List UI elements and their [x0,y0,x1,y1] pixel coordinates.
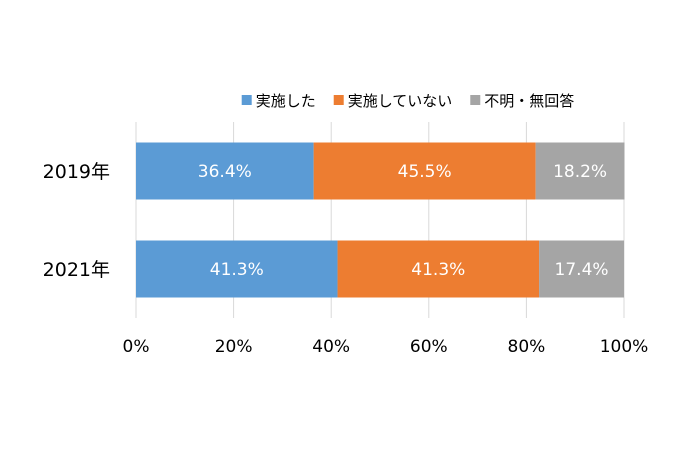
data-label-0-1: 45.5% [398,162,452,182]
data-label-0-2: 18.2% [553,162,607,182]
bar-1-2 [539,240,624,298]
x-tick-label-2: 40% [312,337,350,357]
x-tick-label-0: 0% [123,337,150,357]
data-label-1-2: 17.4% [555,260,609,280]
data-label-1-0: 41.3% [210,260,264,280]
bar-0-0 [136,142,314,200]
category-label-0: 2019年 [43,161,110,183]
data-label-1-1: 41.3% [411,260,465,280]
x-tick-label-3: 60% [410,337,448,357]
legend-swatch-1 [333,95,344,105]
bar-1-1 [337,240,540,298]
category-label-1: 2021年 [43,259,110,281]
legend-swatch-0 [241,95,252,105]
bar-0-2 [535,142,625,200]
legend-label-1: 実施していない [348,92,453,110]
x-tick-label-4: 80% [508,337,546,357]
bar-1-0 [136,240,338,298]
bar-0-1 [313,142,536,200]
data-label-0-0: 36.4% [198,162,252,182]
legend-swatch-2 [470,95,481,105]
x-tick-label-1: 20% [215,337,253,357]
legend-label-0: 実施した [256,92,316,110]
x-tick-label-5: 100% [600,337,649,357]
legend-label-2: 不明・無回答 [484,92,574,110]
